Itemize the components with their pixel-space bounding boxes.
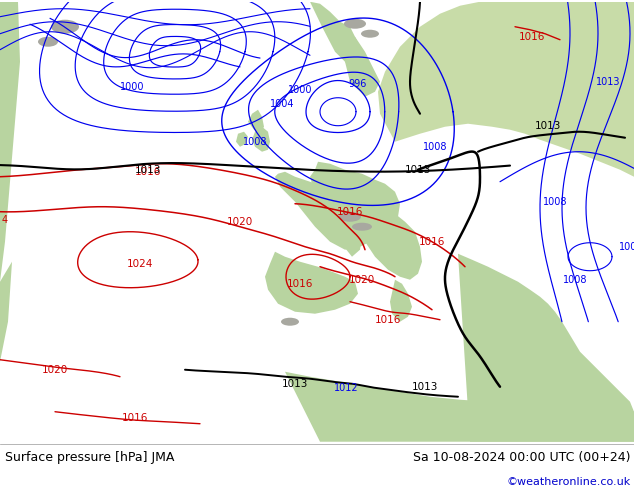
Ellipse shape: [51, 20, 79, 34]
Text: 1016: 1016: [135, 167, 161, 177]
Text: 1020: 1020: [227, 217, 253, 227]
Text: 1013: 1013: [535, 121, 561, 131]
Text: 1012: 1012: [333, 383, 358, 392]
Ellipse shape: [38, 37, 58, 47]
Ellipse shape: [352, 223, 372, 231]
Ellipse shape: [281, 318, 299, 326]
Text: 1013: 1013: [135, 165, 161, 175]
Text: 1008: 1008: [563, 275, 587, 285]
Text: 1016: 1016: [519, 32, 545, 42]
Polygon shape: [458, 254, 634, 441]
Text: 1016: 1016: [337, 207, 363, 217]
Ellipse shape: [339, 212, 361, 221]
Polygon shape: [362, 202, 422, 280]
Polygon shape: [265, 252, 358, 314]
Polygon shape: [390, 280, 412, 322]
Polygon shape: [285, 372, 634, 441]
Text: 1000: 1000: [288, 85, 313, 95]
Text: 1008: 1008: [423, 142, 447, 152]
Text: ©weatheronline.co.uk: ©weatheronline.co.uk: [507, 477, 631, 487]
Text: 4: 4: [2, 215, 8, 225]
Polygon shape: [252, 127, 270, 152]
Polygon shape: [310, 162, 400, 224]
Polygon shape: [275, 172, 380, 250]
Text: 1020: 1020: [42, 365, 68, 375]
Text: 1004: 1004: [269, 98, 294, 109]
Polygon shape: [335, 210, 362, 257]
Text: 1013: 1013: [596, 77, 620, 87]
Polygon shape: [248, 110, 264, 134]
Text: 1008: 1008: [543, 196, 567, 207]
Text: 1024: 1024: [127, 259, 153, 269]
Ellipse shape: [344, 19, 366, 29]
Text: 1013: 1013: [405, 165, 431, 175]
Polygon shape: [378, 2, 634, 177]
Polygon shape: [0, 262, 12, 362]
Text: 1016: 1016: [287, 279, 313, 289]
Text: 100: 100: [619, 242, 634, 252]
Text: Sa 10-08-2024 00:00 UTC (00+24): Sa 10-08-2024 00:00 UTC (00+24): [413, 451, 631, 464]
Ellipse shape: [361, 30, 379, 38]
Text: 1016: 1016: [419, 237, 445, 247]
Polygon shape: [236, 132, 248, 147]
Text: 1016: 1016: [122, 413, 148, 423]
Text: 1020: 1020: [349, 275, 375, 285]
Text: 996: 996: [349, 79, 367, 89]
Text: Surface pressure [hPa] JMA: Surface pressure [hPa] JMA: [5, 451, 174, 464]
Text: 1016: 1016: [375, 315, 401, 325]
Polygon shape: [0, 2, 20, 282]
Text: 1000: 1000: [120, 82, 145, 92]
Text: 1008: 1008: [243, 137, 268, 147]
Text: 1013: 1013: [281, 379, 308, 389]
Polygon shape: [310, 2, 365, 82]
Polygon shape: [340, 37, 380, 97]
Text: 1013: 1013: [412, 382, 438, 392]
